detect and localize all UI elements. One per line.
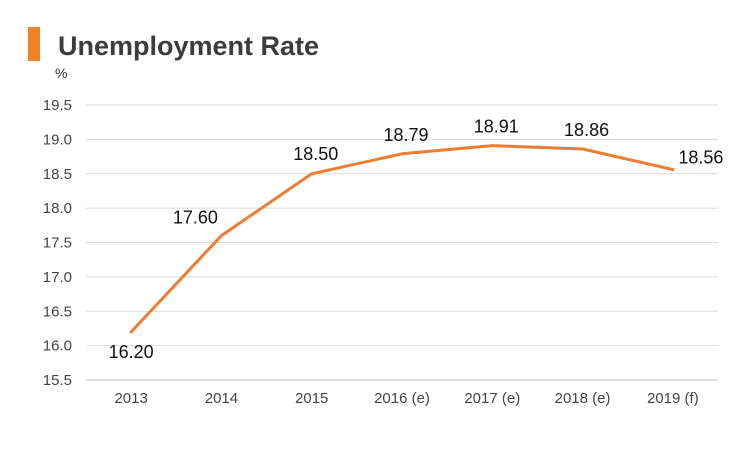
y-tick-label: 17.5 bbox=[43, 235, 72, 252]
data-point bbox=[581, 147, 585, 151]
data-label: 18.91 bbox=[474, 117, 519, 137]
x-tick-label: 2017 (e) bbox=[464, 390, 520, 407]
y-axis-unit-label: % bbox=[55, 65, 67, 81]
data-label: 18.50 bbox=[293, 144, 338, 164]
gridlines bbox=[86, 104, 718, 381]
x-tick-label: 2015 bbox=[295, 390, 328, 407]
y-tick-label: 16.5 bbox=[43, 303, 72, 320]
y-tick-label: 17.0 bbox=[43, 269, 72, 286]
y-tick-label: 19.5 bbox=[43, 97, 72, 114]
data-point bbox=[490, 144, 494, 148]
chart-title: Unemployment Rate bbox=[58, 31, 320, 61]
data-points bbox=[129, 144, 675, 334]
data-point bbox=[129, 330, 133, 334]
data-point bbox=[310, 172, 314, 176]
y-tick-label: 15.5 bbox=[43, 372, 72, 389]
data-label: 18.79 bbox=[383, 125, 428, 145]
y-tick-label: 16.0 bbox=[43, 338, 72, 355]
y-tick-label: 19.0 bbox=[43, 131, 72, 148]
data-label: 17.60 bbox=[173, 208, 218, 228]
x-tick-label: 2014 bbox=[205, 390, 238, 407]
data-point bbox=[219, 234, 223, 238]
data-labels: 16.20 17.60 18.50 18.79 18.91 18.86 18.56 bbox=[109, 117, 724, 362]
x-tick-label: 2018 (e) bbox=[555, 390, 611, 407]
y-tick-label: 18.5 bbox=[43, 166, 72, 183]
data-point bbox=[400, 152, 404, 156]
data-label: 18.86 bbox=[564, 120, 609, 140]
x-axis-ticks: 2013 2014 2015 2016 (e) 2017 (e) 2018 (e) 2019… bbox=[114, 390, 698, 407]
x-tick-label: 2016 (e) bbox=[374, 390, 430, 407]
x-tick-label: 2019 (f) bbox=[647, 390, 699, 407]
data-label: 18.56 bbox=[678, 148, 723, 168]
data-point bbox=[671, 168, 675, 172]
title-accent-bar bbox=[28, 27, 40, 61]
y-tick-label: 18.0 bbox=[43, 200, 72, 217]
y-axis-ticks: 15.5 16.0 16.5 17.0 17.5 18.0 18.5 19.0 19.5 bbox=[43, 97, 72, 389]
x-tick-label: 2013 bbox=[114, 390, 147, 407]
data-label: 16.20 bbox=[109, 342, 154, 362]
